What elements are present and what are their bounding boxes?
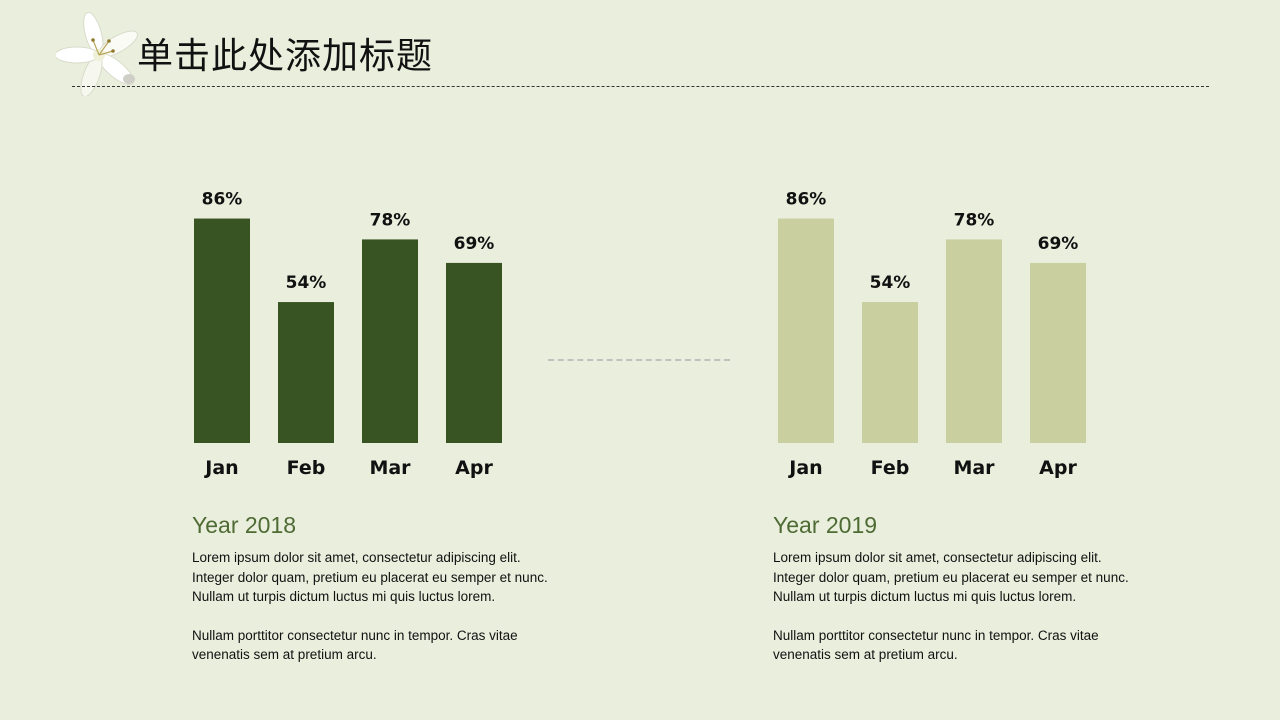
panel-year: Year 2019 (773, 512, 878, 538)
data-label: 86% (786, 190, 827, 210)
data-label: 86% (202, 190, 243, 210)
slide-title[interactable]: 单击此处添加标题 (137, 36, 434, 77)
data-label: 69% (454, 234, 495, 254)
bar-chart-2018: 86% Jan 54% Feb 78% Mar 69% Apr (194, 190, 502, 479)
category-label: Apr (455, 457, 493, 479)
panel-year: Year 2018 (192, 512, 297, 538)
bar-apr (446, 262, 502, 443)
category-label: Jan (203, 457, 238, 479)
bar-mar (946, 239, 1002, 443)
bar-feb (862, 302, 918, 443)
text-panel-2019: Year 2019 Lorem ipsum dolor sit amet, co… (773, 510, 1193, 665)
panel-paragraph: Lorem ipsum dolor sit amet, consectetur … (773, 550, 1129, 604)
panel-paragraph: Nullam porttitor consectetur nunc in tem… (773, 627, 1099, 663)
category-label: Mar (953, 457, 995, 479)
bar-jan (194, 218, 250, 443)
bar-jan (778, 218, 834, 443)
data-label: 54% (870, 273, 911, 293)
category-label: Feb (287, 457, 326, 479)
chart-divider (548, 359, 730, 361)
data-label: 78% (370, 210, 411, 230)
text-panel-2018: Year 2018 Lorem ipsum dolor sit amet, co… (192, 510, 612, 665)
data-label: 54% (286, 273, 327, 293)
title-divider (72, 86, 1209, 87)
lily-flower-icon (56, 11, 139, 96)
bar-feb (278, 302, 334, 443)
data-label: 78% (954, 210, 995, 230)
panel-paragraph: Nullam porttitor consectetur nunc in tem… (192, 627, 518, 663)
data-label: 69% (1038, 234, 1079, 254)
bar-apr (1030, 262, 1086, 443)
category-label: Jan (787, 457, 822, 479)
category-label: Feb (871, 457, 910, 479)
bar-mar (362, 239, 418, 443)
panel-paragraph: Lorem ipsum dolor sit amet, consectetur … (192, 550, 548, 604)
category-label: Mar (369, 457, 411, 479)
category-label: Apr (1039, 457, 1077, 479)
bar-chart-2019: 86% Jan 54% Feb 78% Mar 69% Apr (778, 190, 1086, 479)
